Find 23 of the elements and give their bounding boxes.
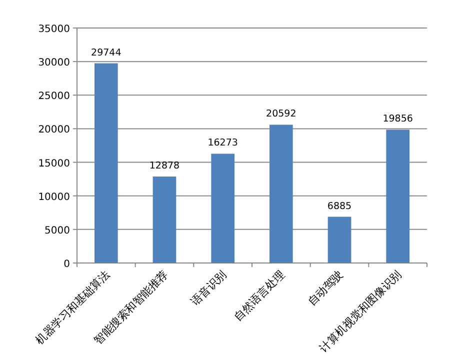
data-label: 19856 xyxy=(382,114,413,125)
y-tick-label: 0 xyxy=(64,259,70,270)
data-label: 20592 xyxy=(266,108,296,120)
y-tick-label: 20000 xyxy=(38,124,70,136)
y-tick-label: 25000 xyxy=(38,91,70,102)
bar xyxy=(211,154,234,263)
x-tick-label: 自动驾驶 xyxy=(305,268,346,308)
bar xyxy=(270,124,293,263)
bar xyxy=(152,176,176,263)
data-label: 12878 xyxy=(149,160,180,172)
x-tick-label: 自然语言处理 xyxy=(231,268,288,324)
y-tick-label: 35000 xyxy=(38,24,70,35)
data-label: 6885 xyxy=(327,200,352,212)
bar xyxy=(386,130,410,263)
y-tick-label: 15000 xyxy=(38,158,70,170)
bar xyxy=(94,63,118,263)
y-tick-label: 5000 xyxy=(44,225,70,236)
y-tick-label: 10000 xyxy=(38,192,70,203)
bar xyxy=(328,216,352,263)
data-label: 29744 xyxy=(91,47,122,58)
x-tick-label: 语音识别 xyxy=(188,268,229,308)
y-tick-label: 30000 xyxy=(38,58,70,69)
data-label: 16273 xyxy=(208,138,238,149)
